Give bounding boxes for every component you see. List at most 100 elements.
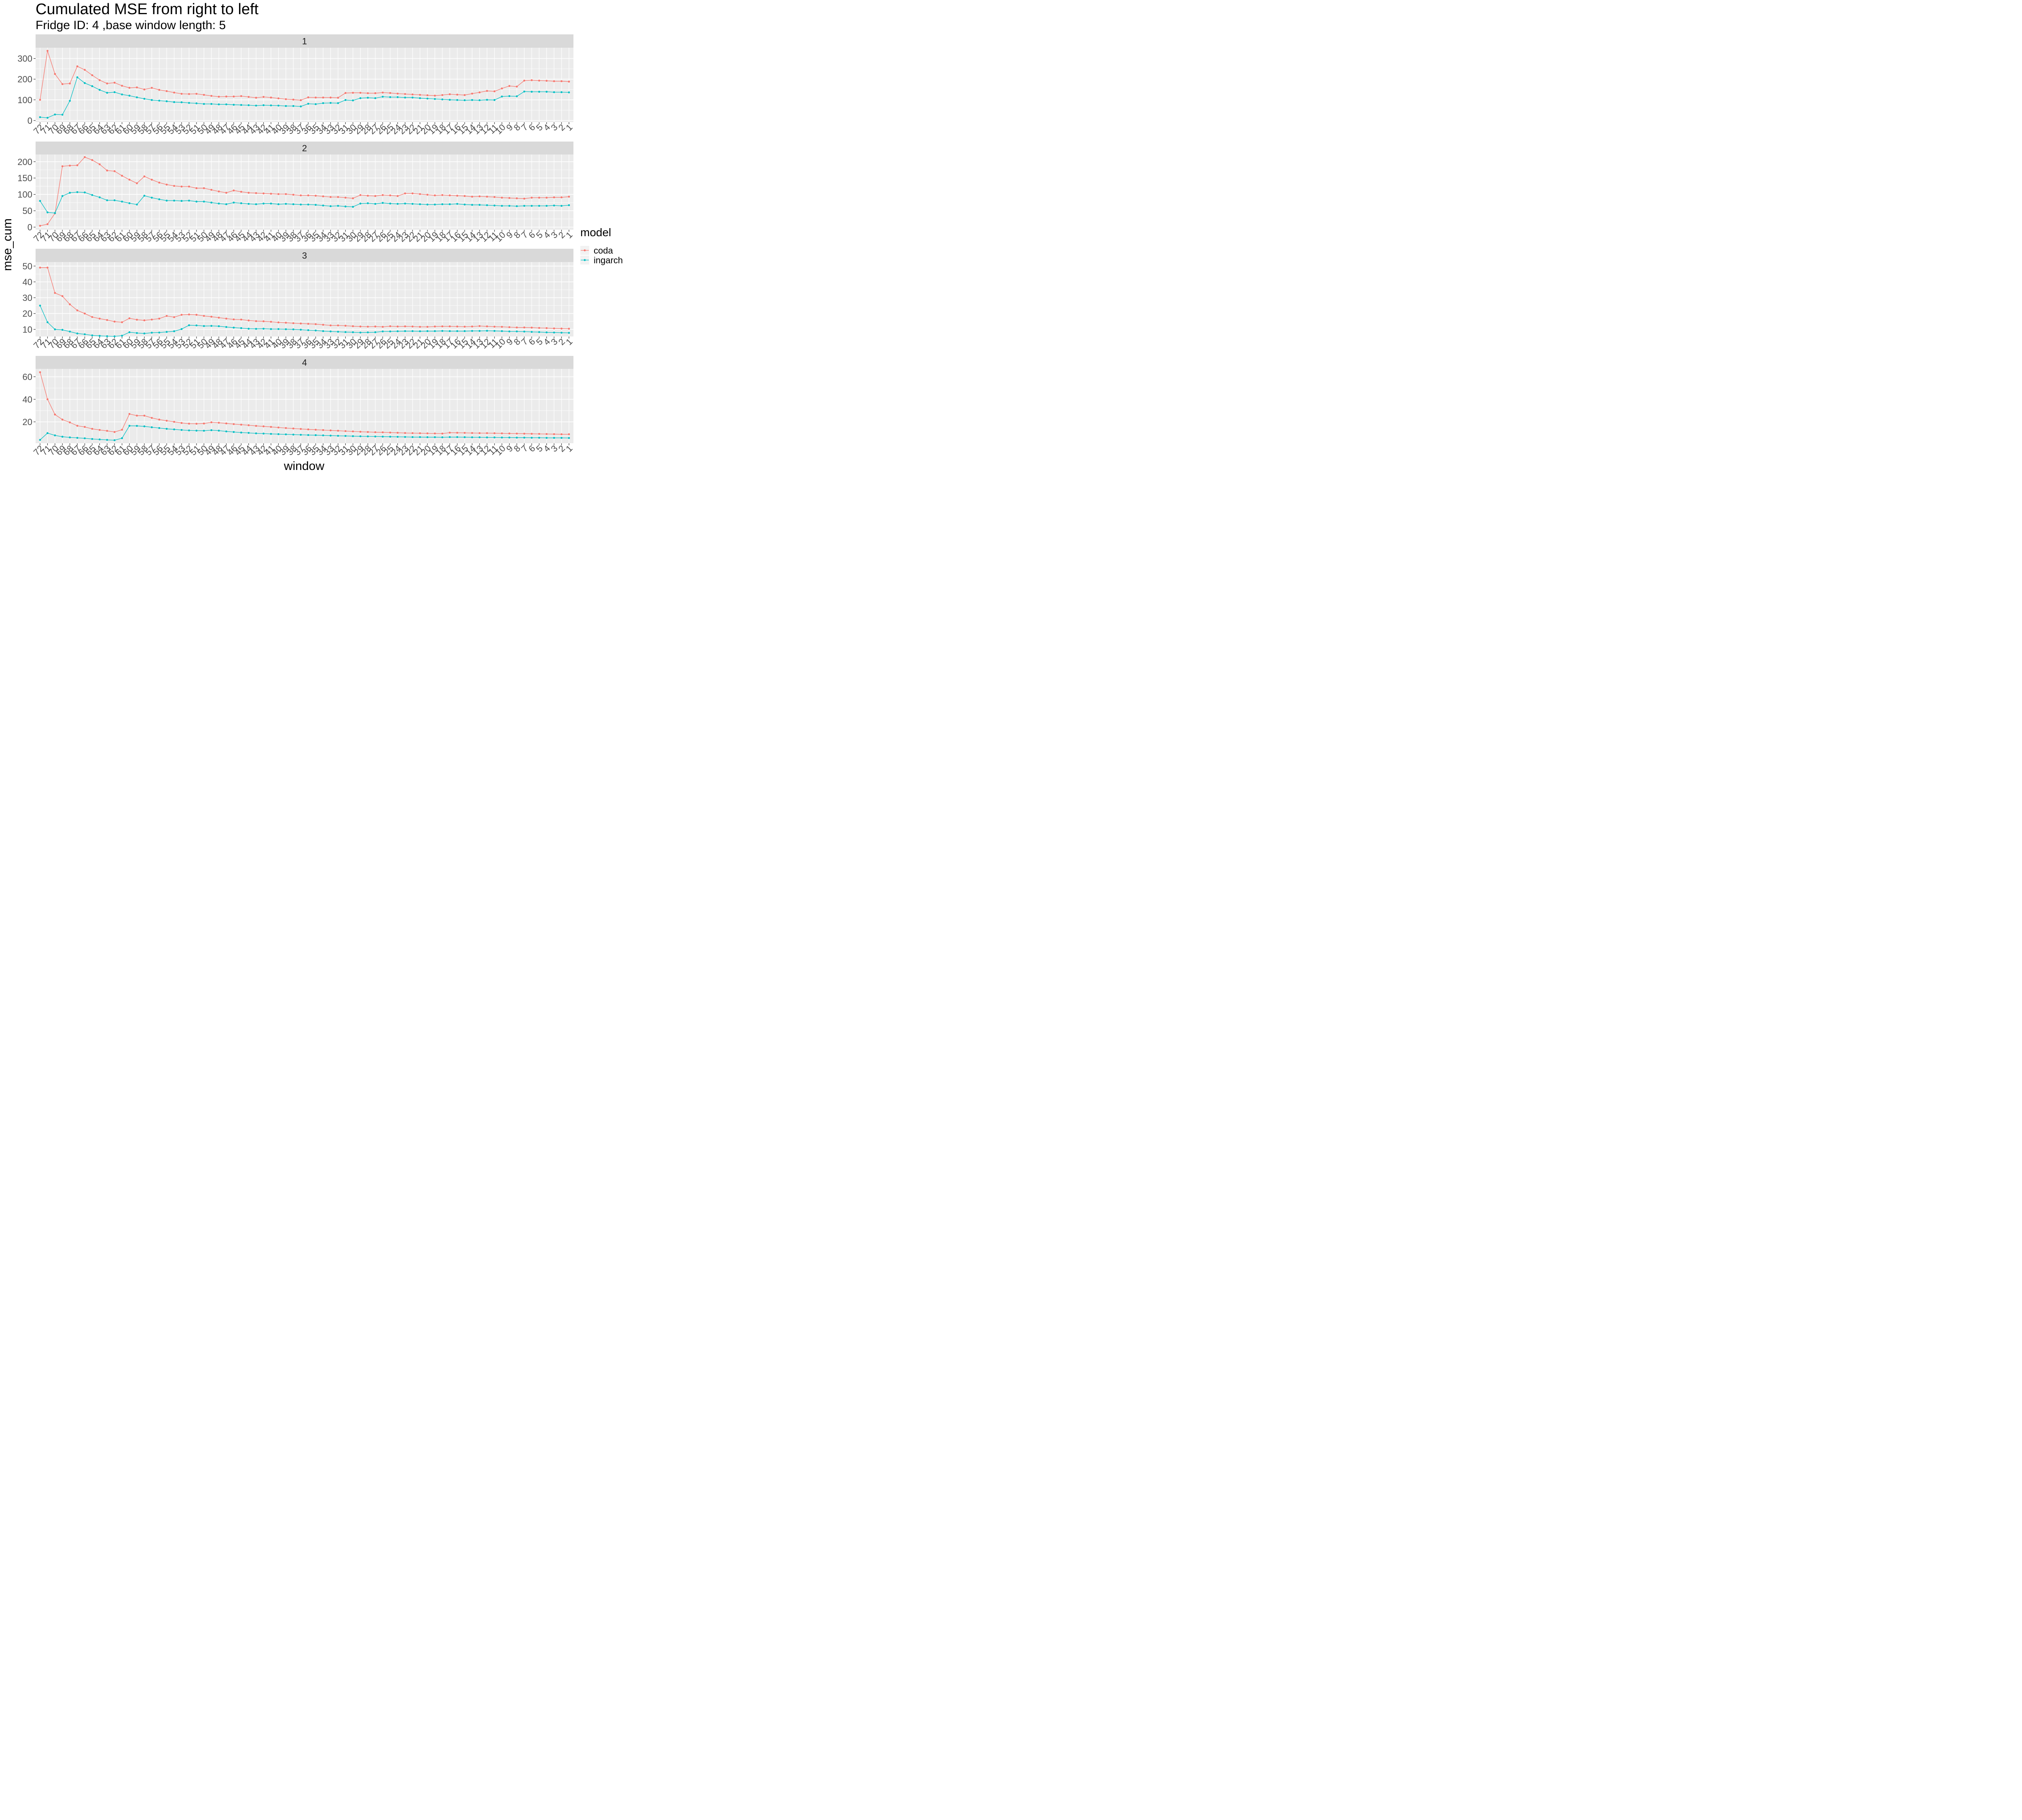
data-point-ingarch [448, 203, 451, 205]
data-point-ingarch [456, 99, 459, 101]
data-point-ingarch [76, 332, 78, 334]
y-tick-label: 0 [27, 116, 32, 126]
data-point-coda [165, 90, 168, 92]
data-point-ingarch [441, 436, 444, 438]
data-point-ingarch [374, 331, 376, 333]
data-point-coda [404, 432, 406, 434]
data-point-coda [322, 195, 324, 197]
data-point-ingarch [54, 212, 56, 214]
data-point-ingarch [516, 436, 518, 439]
data-point-coda [553, 196, 555, 199]
data-point-ingarch [493, 330, 496, 332]
data-point-ingarch [516, 205, 518, 207]
data-point-ingarch [434, 203, 436, 206]
data-point-coda [285, 322, 287, 324]
data-point-coda [486, 325, 488, 328]
data-point-ingarch [203, 325, 205, 327]
data-point-coda [463, 432, 466, 434]
data-point-ingarch [389, 96, 391, 98]
data-point-ingarch [448, 99, 451, 101]
data-point-coda [456, 195, 459, 197]
data-point-coda [39, 267, 41, 269]
data-point-ingarch [471, 436, 473, 438]
data-point-ingarch [508, 95, 510, 97]
data-point-ingarch [47, 432, 49, 434]
data-point-ingarch [255, 432, 257, 434]
data-point-coda [359, 194, 362, 196]
data-point-ingarch [84, 82, 86, 84]
data-point-coda [344, 197, 347, 199]
data-point-ingarch [113, 199, 116, 201]
data-point-ingarch [501, 330, 503, 332]
series-line-coda [40, 51, 569, 101]
data-point-ingarch [165, 199, 168, 202]
data-point-coda [523, 432, 525, 435]
data-point-coda [560, 433, 563, 436]
data-point-ingarch [568, 204, 570, 206]
data-point-ingarch [486, 204, 488, 206]
data-point-ingarch [367, 331, 369, 334]
data-point-coda [203, 315, 205, 317]
y-tick-label: 0 [27, 222, 32, 233]
data-point-ingarch [121, 201, 123, 203]
data-point-ingarch [456, 330, 459, 332]
data-point-coda [307, 428, 309, 431]
data-point-ingarch [91, 194, 93, 196]
data-point-ingarch [210, 429, 213, 432]
data-point-coda [448, 93, 451, 95]
data-point-ingarch [508, 330, 510, 332]
data-point-coda [538, 197, 540, 199]
data-point-ingarch [434, 436, 436, 438]
data-point-ingarch [352, 205, 354, 208]
data-point-ingarch [478, 330, 481, 332]
data-point-coda [188, 423, 190, 425]
data-point-ingarch [463, 99, 466, 102]
data-point-coda [106, 430, 108, 432]
data-point-ingarch [374, 203, 376, 205]
data-point-coda [389, 194, 391, 197]
data-point-coda [322, 96, 324, 99]
data-point-ingarch [546, 91, 548, 93]
data-point-coda [218, 190, 220, 193]
data-point-ingarch [538, 436, 540, 439]
data-point-ingarch [143, 425, 146, 427]
data-point-ingarch [180, 328, 183, 330]
data-point-ingarch [300, 434, 302, 436]
data-point-coda [538, 79, 540, 82]
data-point-coda [538, 327, 540, 329]
data-point-ingarch [307, 329, 309, 331]
data-point-coda [374, 431, 376, 434]
data-point-ingarch [262, 202, 265, 205]
data-point-ingarch [195, 324, 198, 326]
data-point-coda [382, 326, 384, 328]
data-point-ingarch [173, 199, 176, 202]
data-point-coda [255, 320, 257, 322]
data-point-coda [203, 422, 205, 425]
data-point-coda [91, 159, 93, 161]
data-point-ingarch [434, 98, 436, 100]
data-point-ingarch [456, 436, 459, 438]
data-point-ingarch [337, 435, 339, 437]
data-point-coda [47, 223, 49, 225]
data-point-coda [121, 85, 123, 87]
data-point-coda [478, 325, 481, 327]
data-point-coda [493, 90, 496, 93]
data-point-ingarch [382, 95, 384, 98]
data-point-ingarch [143, 332, 146, 334]
facet-panel-3: 3102030405072717069686766656463626160595… [23, 249, 575, 351]
data-point-coda [195, 93, 198, 95]
data-point-coda [225, 192, 227, 194]
data-point-coda [113, 81, 116, 84]
y-tick-label: 200 [17, 74, 32, 85]
data-point-coda [47, 398, 49, 400]
data-point-coda [69, 165, 71, 167]
data-point-coda [180, 313, 183, 316]
data-point-ingarch [173, 428, 176, 431]
data-point-ingarch [113, 91, 116, 93]
series-line-ingarch [40, 192, 569, 214]
data-point-coda [330, 429, 332, 432]
chart-subtitle: Fridge ID: 4 ,base window length: 5 [36, 19, 226, 32]
data-point-ingarch [560, 205, 563, 207]
data-point-ingarch [47, 321, 49, 324]
data-point-coda [128, 317, 131, 320]
